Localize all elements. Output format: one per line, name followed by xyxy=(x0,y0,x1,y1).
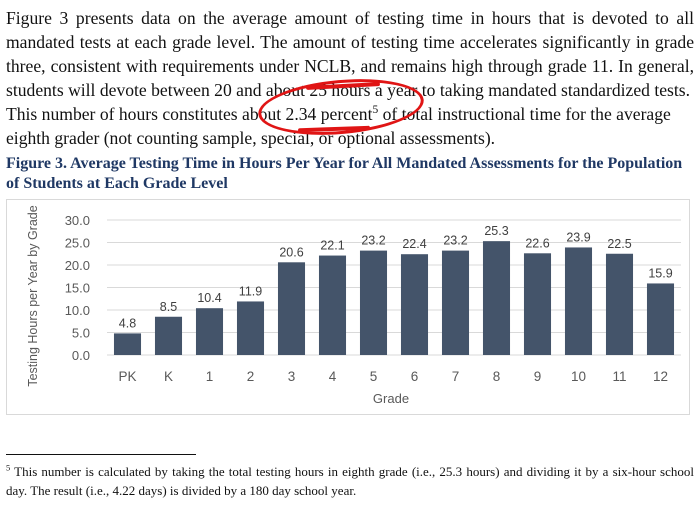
y-tick-label: 15.0 xyxy=(65,281,90,296)
bar-2 xyxy=(236,301,265,355)
footnote-ref[interactable]: 5 xyxy=(372,104,379,117)
bar-4 xyxy=(318,255,347,355)
data-label: 23.2 xyxy=(443,234,467,248)
x-tick-label: 9 xyxy=(534,369,542,384)
x-tick-label: PK xyxy=(118,369,136,384)
x-tick-label: 12 xyxy=(653,369,668,384)
x-tick-label: 8 xyxy=(493,369,501,384)
paragraph-line-6: eighth grader (not counting sample, spec… xyxy=(6,128,496,148)
paragraph-line-4: students will devote between 20 and abou… xyxy=(6,78,694,102)
bar-8 xyxy=(482,241,511,355)
x-tick-label: 2 xyxy=(247,369,255,384)
x-tick-label: 5 xyxy=(370,369,378,384)
x-tick-label: 10 xyxy=(571,369,586,384)
data-label: 22.5 xyxy=(607,237,631,251)
bars xyxy=(113,241,675,355)
bar-3 xyxy=(277,262,306,355)
y-tick-label: 5.0 xyxy=(72,326,90,341)
paragraph-line-4b: ut 25 hours a year to taking mandated st… xyxy=(291,80,691,100)
bar-7 xyxy=(441,250,470,355)
gridlines xyxy=(107,219,681,356)
data-label: 11.9 xyxy=(239,284,262,298)
x-tick-label: 4 xyxy=(329,369,337,384)
paragraph-line-5: This number of hours constitutes about 2… xyxy=(6,102,694,126)
footnote: 5 This number is calculated by taking th… xyxy=(6,462,694,500)
paragraph-line-5a: This number of hours constitutes ab xyxy=(6,104,259,124)
bar-6 xyxy=(400,254,429,355)
bar-5 xyxy=(359,250,388,355)
data-labels: 4.8 8.5 10.4 11.9 20.6 22.1 23.2 22.4 23.2 25.3 22… xyxy=(119,224,673,330)
x-tick-label: 7 xyxy=(452,369,460,384)
y-tick-labels: 0.0 5.0 10.0 15.0 20.0 25.0 30.0 xyxy=(65,213,90,363)
figure-title: Figure 3. Average Testing Time in Hours … xyxy=(6,155,683,192)
data-label: 25.3 xyxy=(484,224,508,238)
chart-frame: 0.0 5.0 10.0 15.0 20.0 25.0 30.0 4.8 8.5 10.4 11.… xyxy=(6,199,690,415)
body-paragraph: Figure 3 presents data on the average am… xyxy=(6,6,694,150)
x-tick-label: 11 xyxy=(612,369,626,384)
bar-10 xyxy=(564,247,593,355)
x-axis-label: Grade xyxy=(373,391,409,406)
bar-k xyxy=(154,316,183,355)
footnote-text: This number is calculated by taking the … xyxy=(6,464,694,498)
x-tick-label: 3 xyxy=(288,369,296,384)
paragraph-line-5c: of total instructional time for the aver… xyxy=(378,104,671,124)
bar-1 xyxy=(195,308,224,355)
paragraph-line-3: three, consistent with requirements unde… xyxy=(6,56,694,76)
data-label: 10.4 xyxy=(197,291,221,305)
x-tick-label: 6 xyxy=(411,369,419,384)
y-axis-label: Testing Hours per Year by Grade xyxy=(26,205,40,386)
percent-highlight: out 2.34 percent xyxy=(258,104,373,124)
footnote-marker: 5 xyxy=(6,462,11,473)
x-tick-label: K xyxy=(164,369,173,384)
data-label: 4.8 xyxy=(119,316,136,330)
bar-12 xyxy=(646,283,675,355)
data-label: 8.5 xyxy=(160,300,177,314)
footnote-rule xyxy=(6,454,196,455)
y-tick-label: 20.0 xyxy=(65,258,90,273)
x-tick-label: 1 xyxy=(206,369,214,384)
paragraph-line-2: mandated tests at each grade level. The … xyxy=(6,32,694,52)
data-label: 23.9 xyxy=(566,230,590,244)
data-label: 20.6 xyxy=(279,245,303,259)
data-label: 22.1 xyxy=(320,239,344,253)
y-tick-label: 0.0 xyxy=(72,348,90,363)
data-label: 15.9 xyxy=(648,266,672,280)
y-tick-label: 10.0 xyxy=(65,303,90,318)
bar-11 xyxy=(605,253,634,355)
x-tick-labels: PK K 1 2 3 4 5 6 7 8 9 10 11 12 xyxy=(118,369,668,384)
paragraph-line-4a: students will devote between 20 and abo xyxy=(6,80,292,100)
bar-chart: 0.0 5.0 10.0 15.0 20.0 25.0 30.0 4.8 8.5 10.4 11.… xyxy=(26,205,681,406)
bar-pk xyxy=(113,333,142,355)
paragraph-line-1: Figure 3 presents data on the average am… xyxy=(6,8,694,28)
data-label: 22.4 xyxy=(402,237,426,251)
y-tick-label: 30.0 xyxy=(65,213,90,228)
data-label: 23.2 xyxy=(361,234,385,248)
y-tick-label: 25.0 xyxy=(65,236,90,251)
bar-9 xyxy=(523,253,552,355)
data-label: 22.6 xyxy=(525,236,549,250)
